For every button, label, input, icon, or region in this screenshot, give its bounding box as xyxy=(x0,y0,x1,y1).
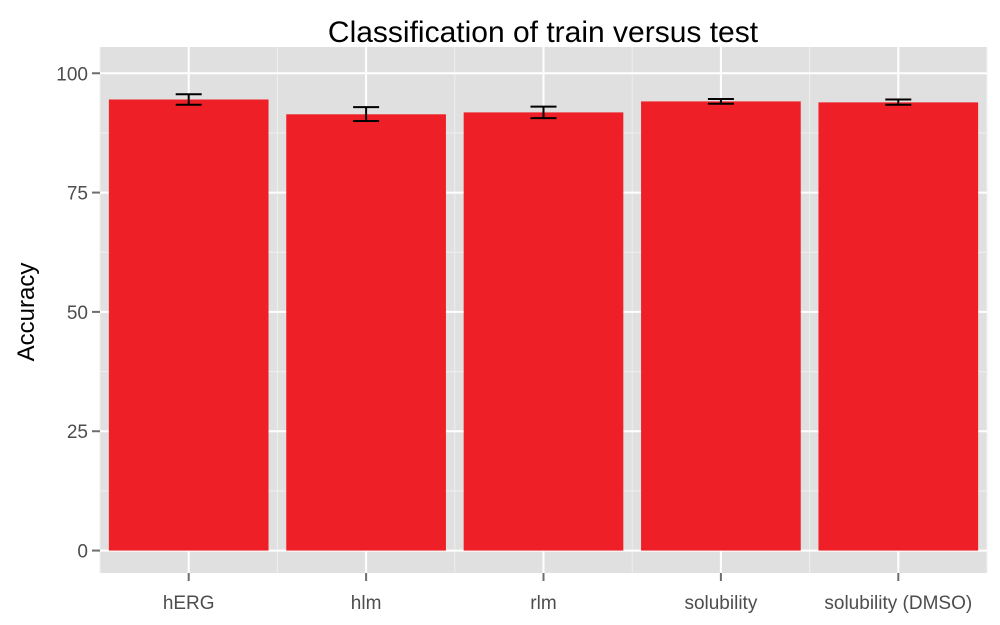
bars xyxy=(108,99,979,551)
bar xyxy=(641,101,801,551)
y-tick-label: 0 xyxy=(77,542,88,563)
bar xyxy=(463,112,624,551)
x-tick-label: solubility xyxy=(684,593,757,614)
x-tick-label: hERG xyxy=(163,593,215,614)
y-tick-label: 75 xyxy=(67,184,88,205)
x-tick-label: solubility (DMSO) xyxy=(824,593,972,614)
bar xyxy=(108,99,269,551)
error-bars xyxy=(175,93,912,122)
x-tick-label: rlm xyxy=(530,593,556,614)
y-tick-label: 25 xyxy=(67,422,88,443)
chart-title: Classification of train versus test xyxy=(328,16,759,49)
x-tick-label: hlm xyxy=(351,593,382,614)
y-axis-label: Accuracy xyxy=(13,263,40,362)
bar xyxy=(286,114,446,551)
y-tick-label: 50 xyxy=(67,303,88,324)
x-axis: hERG hlm rlm solubility solubility (DMSO) xyxy=(163,573,972,614)
y-axis: 0 25 50 75 100 xyxy=(56,64,100,563)
bar xyxy=(818,102,979,551)
y-tick-label: 100 xyxy=(56,64,88,85)
